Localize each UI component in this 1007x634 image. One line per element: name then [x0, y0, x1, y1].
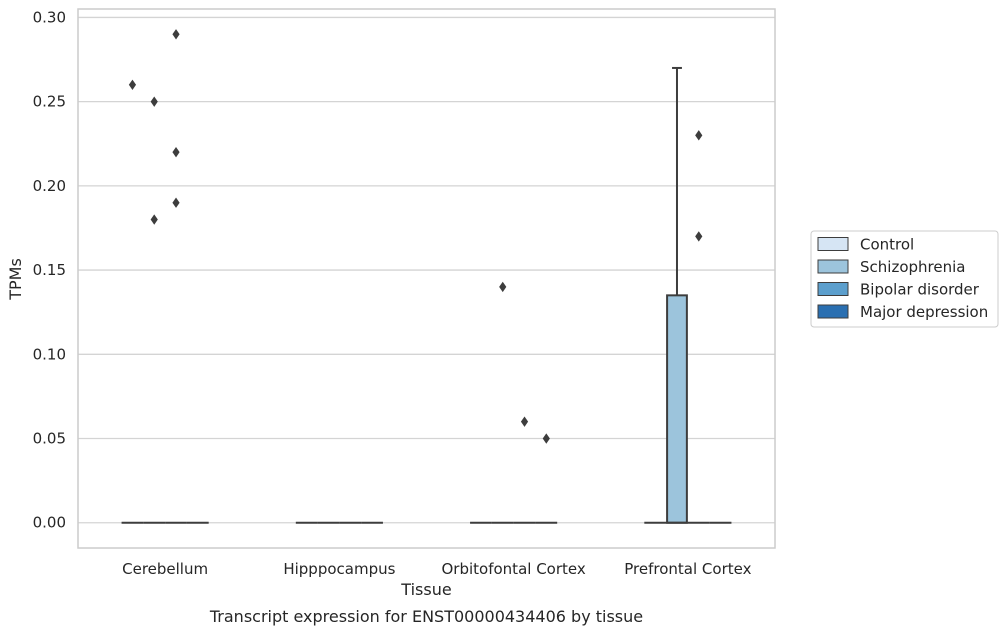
x-tick-label: Prefrontal Cortex — [624, 560, 751, 578]
box-schizophrenia — [666, 66, 688, 524]
outlier-point — [695, 231, 703, 242]
outlier-point — [128, 79, 137, 90]
x-tick-label: Orbitofontal Cortex — [442, 560, 586, 578]
legend-swatch — [817, 282, 849, 296]
outlier-point — [695, 130, 703, 141]
legend-swatch — [817, 237, 849, 251]
legend-label: Control — [860, 236, 914, 254]
y-axis-label: TPMs — [6, 258, 25, 301]
y-tick-label: 0.30 — [33, 8, 66, 26]
legend-swatch — [817, 259, 849, 274]
gridlines — [78, 16, 775, 524]
outlier-point — [150, 214, 158, 225]
x-tick-label: Hipppocampus — [283, 560, 395, 578]
y-tick-label: 0.10 — [33, 345, 66, 363]
plot-frame — [77, 8, 776, 549]
y-tick-labels: 0.00 0.05 0.10 0.15 0.20 0.25 0.30 — [33, 8, 66, 531]
y-tick-label: 0.00 — [33, 514, 66, 532]
y-tick-label: 0.25 — [33, 93, 66, 111]
x-tick-labels: Cerebellum Hipppocampus Orbitofontal Corte… — [122, 560, 751, 578]
outlier-point — [172, 29, 180, 40]
boxes — [121, 66, 732, 524]
legend-label: Bipolar disorder — [860, 281, 980, 299]
outliers — [128, 29, 703, 444]
legend-swatch — [817, 304, 849, 319]
y-tick-label: 0.20 — [33, 177, 66, 195]
legend: Control Schizophrenia Bipolar disorder Majo… — [810, 230, 999, 328]
legend-label: Major depression — [860, 303, 988, 321]
outlier-point — [520, 416, 529, 427]
box-body — [666, 294, 688, 524]
outlier-point — [150, 96, 158, 107]
x-tick-label: Cerebellum — [122, 560, 208, 578]
outlier-point — [499, 281, 507, 293]
outlier-point — [172, 146, 180, 158]
legend-label: Schizophrenia — [860, 258, 965, 276]
y-tick-label: 0.15 — [33, 261, 66, 279]
outlier-point — [542, 433, 550, 444]
x-axis-label: Tissue — [400, 580, 451, 599]
y-tick-label: 0.05 — [33, 430, 66, 448]
chart-caption: Transcript expression for ENST0000043440… — [209, 607, 643, 626]
outlier-point — [172, 197, 180, 208]
legend-frame — [810, 230, 999, 328]
